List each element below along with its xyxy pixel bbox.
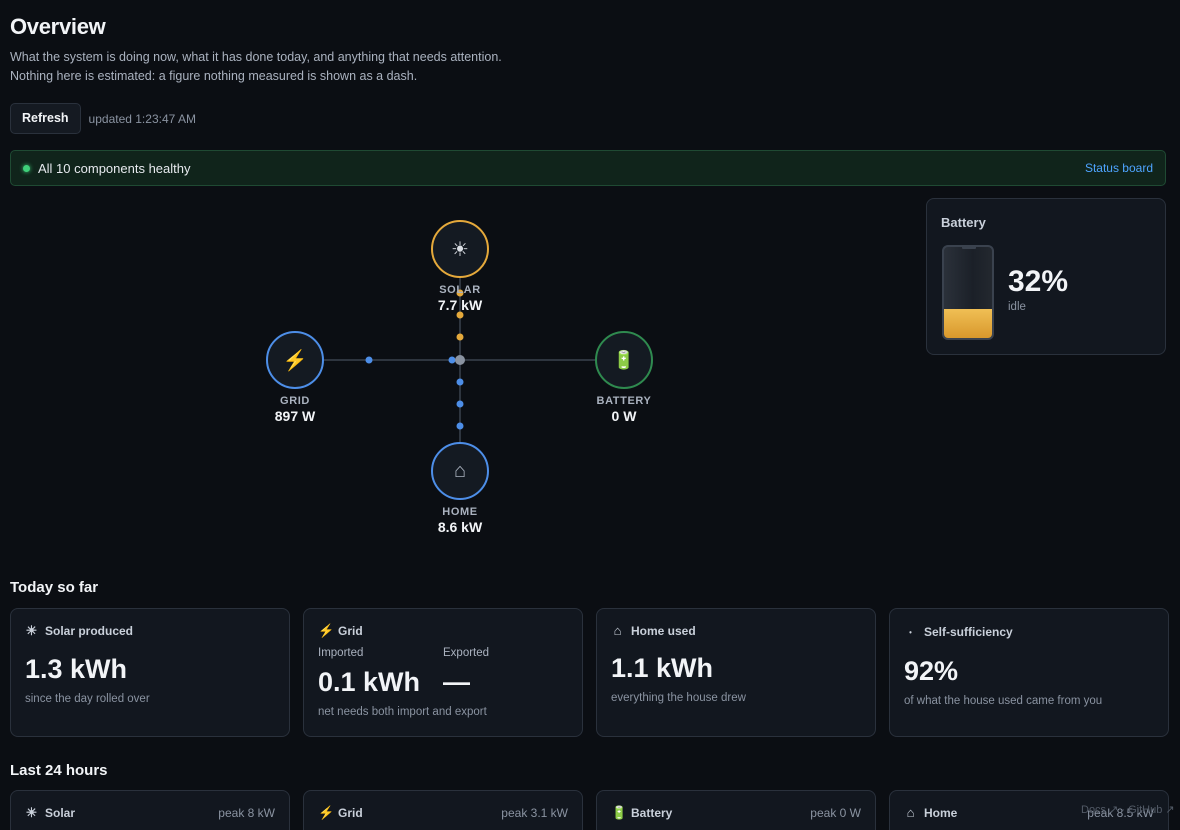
imported-value: 0.1 kWh (318, 667, 421, 697)
last24-cards: ☀ Solar peak 8 kW ⚡ Grid peak 3.1 kW 🔋 Batter… (10, 790, 1169, 830)
page-subtitle: What the system is doing now, what it ha… (10, 48, 502, 86)
imported-label: Imported (318, 647, 364, 659)
solar-node[interactable]: ☀ (431, 220, 489, 278)
grid-flow-particle (448, 356, 456, 364)
grid-node[interactable]: ⚡ (266, 331, 324, 389)
card-title: Solar produced (45, 624, 134, 638)
today-heading: Today so far (10, 579, 99, 596)
solar-produced-value: 1.3 kWh (25, 654, 128, 684)
battery-24h-card: 🔋 Battery peak 0 W (596, 790, 876, 830)
card-title: Grid (338, 806, 363, 820)
updated-timestamp: updated 1:23:47 AM (88, 111, 196, 126)
grid-label: GRID (280, 395, 310, 407)
health-banner: All 10 components healthy Status board (10, 150, 1166, 186)
home-icon: ⌂ (906, 805, 915, 820)
status-board-link[interactable]: Status board (1084, 161, 1153, 175)
battery-peak: peak 0 W (810, 806, 861, 820)
footer-links[interactable]: Docs ↗ · GitHub ↗ (1081, 804, 1175, 816)
home-flow-particle (456, 378, 464, 386)
solar-produced-card: ☀ Solar produced 1.3 kWh since the day ro… (10, 608, 290, 737)
battery-level-fill (944, 308, 992, 338)
health-message: All 10 components healthy (38, 160, 191, 176)
solar-label: SOLAR (439, 284, 481, 296)
battery-node[interactable]: 🔋 (595, 331, 653, 389)
subtitle-line-2: Nothing here is estimated: a figure noth… (10, 69, 418, 83)
home-peak: peak 8.5 kW (1087, 805, 1154, 820)
home-value: 8.6 kW (437, 519, 483, 535)
home-used-value: 1.1 kWh (611, 653, 714, 683)
flow-hub (455, 355, 465, 365)
solar-flow-particle (456, 311, 464, 319)
imported-column: Imported 0.1 kWh (318, 647, 443, 698)
battery-icon: 🔋 (612, 349, 636, 370)
grid-today-caption: net needs both import and export (318, 706, 487, 718)
battery-value: 0 W (611, 408, 637, 424)
page-title: Overview (10, 14, 106, 39)
battery-level-gauge (942, 245, 994, 340)
battery-card-title: Battery (941, 215, 986, 230)
solar-24h-card: ☀ Solar peak 8 kW (10, 790, 290, 830)
today-cards: ☀ Solar produced 1.3 kWh since the day ro… (10, 608, 1169, 737)
card-title: Grid (338, 624, 363, 638)
grid-split: Imported 0.1 kWh Exported — (318, 647, 568, 698)
card-title: Self-sufficiency (924, 625, 1013, 639)
self-sufficiency-value: 92% (904, 656, 959, 686)
sun-icon: ☀ (25, 623, 38, 638)
refresh-row: Refresh updated 1:23:47 AM (10, 103, 196, 134)
grid-flow-particle (365, 356, 373, 364)
exported-value: — (443, 667, 470, 697)
home-label: HOME (442, 506, 478, 518)
grid-value: 897 W (274, 408, 316, 424)
bolt-icon: ⚡ (282, 349, 308, 372)
battery-cap (962, 247, 976, 249)
bolt-icon: ⚡ (318, 805, 335, 820)
solar-flow-particle (456, 289, 464, 297)
solar-peak: peak 8 kW (218, 806, 275, 820)
sun-icon: ☀ (25, 805, 38, 820)
grid-24h-card: ⚡ Grid peak 3.1 kW (303, 790, 583, 830)
self-sufficiency-card: ⸱ Self-sufficiency 92% of what the house … (889, 608, 1169, 737)
sun-icon: ☀ (451, 238, 469, 261)
bolt-icon: ⚡ (318, 623, 335, 638)
last24-heading: Last 24 hours (10, 762, 108, 779)
home-used-card: ⌂ Home used 1.1 kWh everything the house … (596, 608, 876, 737)
power-flow-diagram: ☀ SOLAR 7.7 kW ⚡ GRID 897 W 🔋 BATTERY 0 … (240, 210, 680, 550)
battery-icon: 🔋 (611, 805, 628, 820)
card-title: Solar (45, 806, 76, 820)
home-icon: ⌂ (613, 623, 622, 638)
solar-produced-caption: since the day rolled over (25, 693, 150, 705)
home-icon: ⌂ (453, 459, 467, 482)
home-used-caption: everything the house drew (611, 692, 746, 704)
card-title: Battery (631, 806, 673, 820)
card-title: Home (924, 805, 958, 820)
health-status-dot (23, 164, 30, 172)
battery-card: Battery 32% idle (926, 198, 1166, 355)
solar-flow-particle (456, 333, 464, 341)
battery-percent: 32% (1008, 265, 1069, 298)
home-node[interactable]: ⌂ (431, 442, 489, 500)
exported-column: Exported — (443, 647, 568, 698)
flow-lines (324, 277, 596, 443)
subtitle-line-1: What the system is doing now, what it ha… (10, 50, 502, 64)
home-flow-particle (456, 422, 464, 430)
battery-state: idle (1008, 301, 1026, 313)
exported-label: Exported (443, 647, 490, 659)
self-sufficiency-caption: of what the house used came from you (904, 695, 1103, 707)
home-flow-particle (456, 400, 464, 408)
grid-peak: peak 3.1 kW (501, 806, 568, 820)
refresh-button[interactable]: Refresh (10, 103, 81, 134)
card-title: Home used (631, 623, 696, 638)
solar-value: 7.7 kW (437, 297, 483, 313)
grid-today-card: ⚡ Grid Imported 0.1 kWh Exported — net ne… (303, 608, 583, 737)
home-24h-card: ⌂ Home peak 8.5 kW (889, 790, 1169, 830)
percent-icon: ⸱ (908, 625, 913, 640)
battery-label: BATTERY (596, 395, 652, 407)
